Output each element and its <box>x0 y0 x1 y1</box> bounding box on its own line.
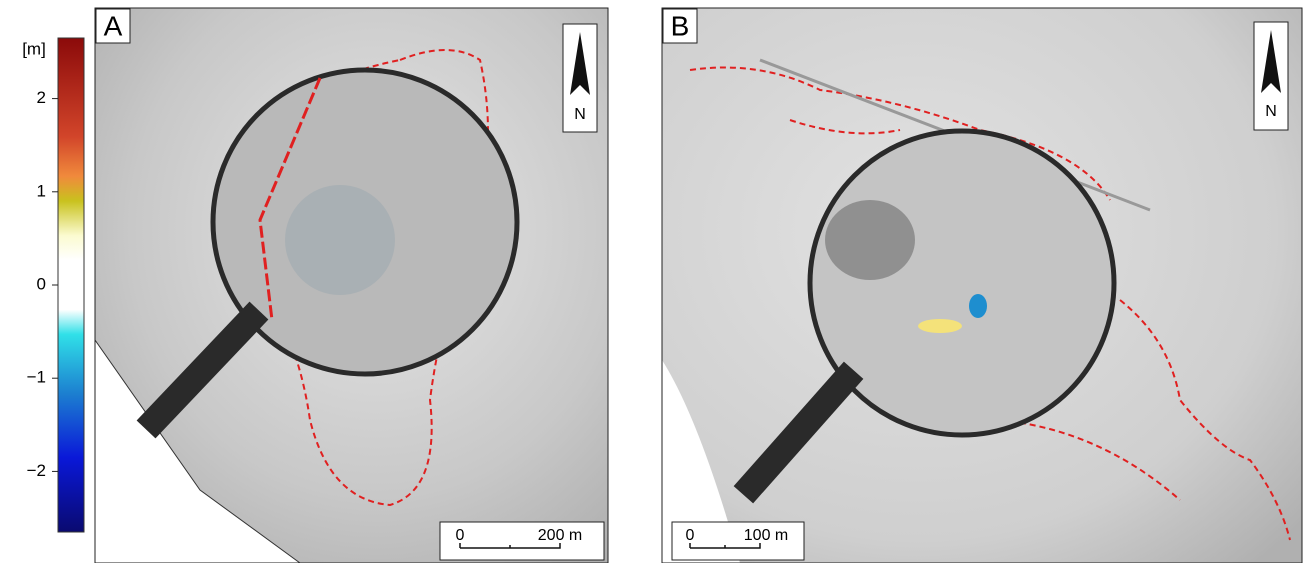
subsidence-patch <box>969 294 987 318</box>
colorbar-tick-label: −1 <box>27 368 46 387</box>
colorbar: [m] 2 1 0 −1 −2 <box>22 38 84 532</box>
figure: [m] 2 1 0 −1 −2 A N 0 200 m B N 0 100 m <box>0 0 1310 563</box>
panel-label: B <box>671 10 690 41</box>
colorbar-tick-label: 2 <box>37 88 46 107</box>
colorbar-ramp <box>58 38 84 532</box>
north-label: N <box>1265 103 1277 120</box>
deformation-patch <box>285 185 395 295</box>
panel-b-map <box>662 8 1302 563</box>
scale-end: 200 m <box>538 527 582 544</box>
panel-a-map <box>95 8 608 563</box>
north-label: N <box>574 106 586 123</box>
scale-end: 100 m <box>744 527 788 544</box>
colorbar-tick-label: −2 <box>27 461 46 480</box>
colorbar-tick-label: 1 <box>37 181 46 200</box>
scarp-shadow <box>825 200 915 280</box>
uplift-patch <box>918 319 962 333</box>
colorbar-label: [m] <box>22 39 46 58</box>
scale-start: 0 <box>686 527 695 544</box>
scale-start: 0 <box>456 527 465 544</box>
panel-label: A <box>104 10 123 41</box>
colorbar-tick-label: 0 <box>37 274 46 293</box>
magnifier-lens <box>810 131 1114 435</box>
